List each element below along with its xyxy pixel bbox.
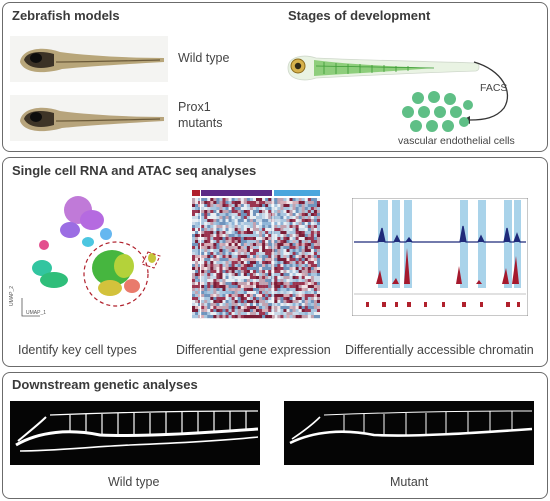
mutant-vasculature-image xyxy=(284,401,534,465)
vascular-endothelial-cells-label: vascular endothelial cells xyxy=(398,135,515,147)
chromatin-tracks xyxy=(352,198,528,316)
zebrafish-models-title: Zebrafish models xyxy=(12,8,120,23)
identify-key-cell-types-caption: Identify key cell types xyxy=(18,343,137,357)
wild-type-larva-image xyxy=(10,36,168,82)
stages-of-development-title: Stages of development xyxy=(288,8,431,23)
wild-type-vasculature-image xyxy=(10,401,260,465)
single-cell-analyses-title: Single cell RNA and ATAC seq analyses xyxy=(12,163,257,178)
mutants-label: mutants xyxy=(178,116,223,130)
facs-label: FACS xyxy=(480,82,508,94)
downstream-genetic-analyses-title: Downstream genetic analyses xyxy=(12,377,198,392)
wild-type-label: Wild type xyxy=(178,51,230,65)
heatmap xyxy=(192,190,320,319)
wild-type-caption: Wild type xyxy=(108,475,160,489)
differential-gene-expression-caption: Differential gene expression xyxy=(176,343,331,357)
umap-plot xyxy=(21,196,161,317)
differentially-accessible-chromatin-caption: Differentially accessible chromatin xyxy=(345,343,534,357)
umap-x-label: UMAP_1 xyxy=(26,310,47,316)
umap-y-label: UMAP_2 xyxy=(9,285,15,306)
green-embryo-illustration xyxy=(287,55,480,81)
endothelial-cells-cluster xyxy=(402,91,473,132)
prox1-label: Prox1 xyxy=(178,100,211,114)
mutant-caption: Mutant xyxy=(390,475,429,489)
prox1-mutant-larva-image xyxy=(10,95,168,141)
